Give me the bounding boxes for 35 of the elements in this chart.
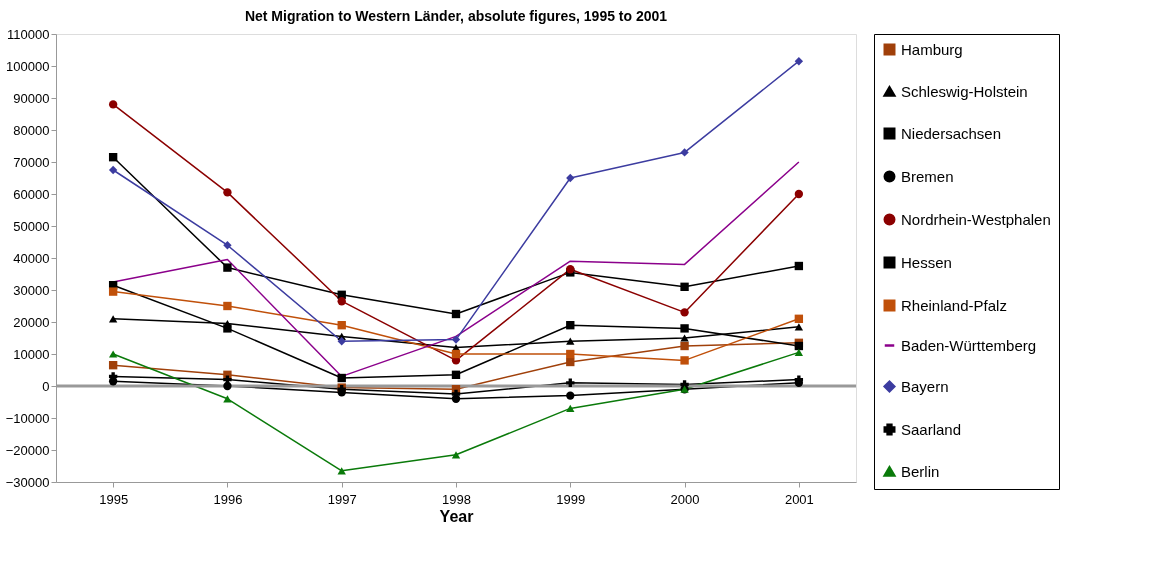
chart-title: Net Migration to Western Länder, absolute figures, 1995 to 2001	[244, 8, 668, 24]
legend-label: Bremen	[901, 167, 954, 185]
y-tick-label: 60000	[13, 186, 50, 202]
legend-label: Schleswig-Holstein	[901, 82, 1028, 100]
x-tick-label: 1995	[99, 491, 129, 507]
x-axis-title: Year	[439, 507, 474, 525]
x-tick-label: 2000	[670, 491, 700, 507]
x-tick-label: 1998	[442, 491, 471, 507]
legend-label: Berlin	[901, 462, 940, 480]
legend-label: Hessen	[901, 253, 952, 271]
y-tick-label: 70000	[13, 154, 50, 170]
legend-label: Saarland	[901, 420, 962, 438]
legend-label: Hamburg	[901, 40, 963, 58]
legend-label: Bayern	[901, 377, 949, 395]
y-tick-label: 100000	[6, 58, 50, 74]
x-tick-label: 2001	[784, 491, 814, 507]
y-tick-label: 0	[42, 378, 50, 394]
legend-label: Nordrhein-Westphalen	[901, 210, 1051, 228]
y-tick-label: 80000	[13, 122, 50, 138]
y-tick-label: −30000	[5, 474, 50, 490]
y-tick-label: 20000	[13, 314, 50, 330]
y-tick-label: 110000	[7, 26, 50, 42]
legend-label: Rheinland-Pfalz	[901, 296, 1007, 314]
legend-label: Baden-Württemberg	[901, 336, 1037, 354]
y-tick-label: −10000	[5, 410, 50, 426]
y-tick-label: 90000	[13, 90, 50, 106]
x-tick-label: 1997	[327, 491, 357, 507]
y-tick-label: 50000	[13, 218, 50, 234]
y-tick-label: 40000	[13, 250, 50, 266]
x-tick-label: 1999	[556, 491, 586, 507]
y-tick-label: 30000	[13, 282, 50, 298]
y-tick-label: 10000	[13, 346, 50, 362]
legend-label: Niedersachsen	[901, 124, 1002, 142]
y-tick-label: −20000	[5, 442, 50, 458]
x-tick-label: 1996	[213, 491, 243, 507]
